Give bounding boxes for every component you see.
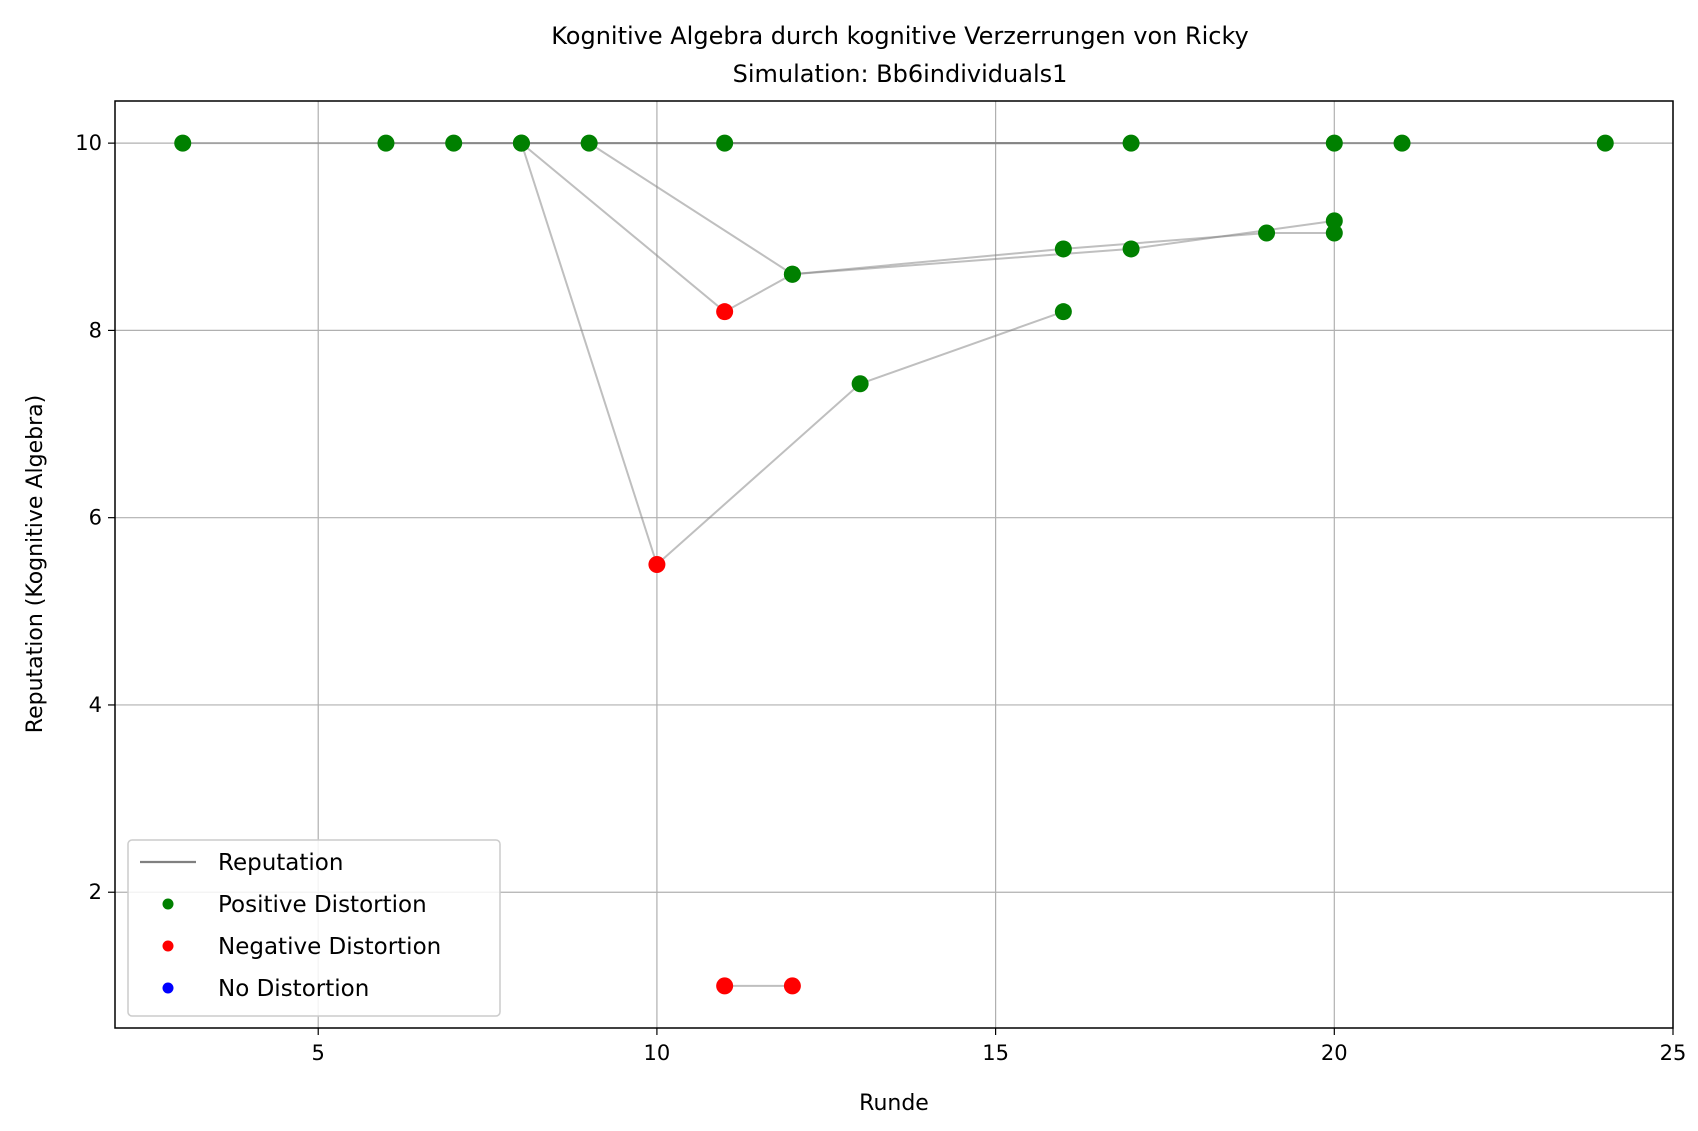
x-tick-label: 15 — [982, 1041, 1009, 1065]
y-tick-label: 10 — [75, 131, 102, 155]
data-point-positive — [1325, 134, 1343, 152]
reputation-line — [520, 142, 1064, 567]
legend-box — [127, 839, 501, 1017]
y-tick-label: 4 — [89, 693, 102, 717]
data-point-positive — [851, 375, 869, 393]
plot-frame — [114, 100, 1674, 1029]
legend: Reputation Positive Distortion Negative Di… — [127, 839, 501, 1017]
data-point-positive — [1122, 134, 1140, 152]
y-tick-label: 2 — [89, 880, 102, 904]
data-point-negative — [783, 977, 801, 995]
y-tick-label: 8 — [89, 318, 102, 342]
data-point-positive — [1596, 134, 1614, 152]
x-tick-label: 25 — [1660, 1041, 1687, 1065]
y-axis-ticks: 2 4 6 8 10 — [75, 131, 115, 904]
x-axis-ticks: 5 10 15 20 25 — [312, 1028, 1687, 1065]
x-axis-label: Runde — [859, 1091, 929, 1116]
chart-subtitle: Simulation: Bb6individuals1 — [733, 60, 1068, 88]
data-point-positive — [580, 134, 598, 152]
reputation-line — [588, 142, 1335, 276]
data-point-positive — [1258, 224, 1276, 242]
data-point-negative — [648, 556, 666, 573]
data-point-negative — [716, 303, 734, 321]
data-point-positive — [445, 134, 463, 152]
data-point-positive — [512, 134, 530, 152]
legend-label: Negative Distortion — [218, 934, 441, 960]
x-tick-label: 20 — [1321, 1041, 1348, 1065]
data-point-positive — [1325, 224, 1343, 242]
x-tick-label: 10 — [644, 1041, 671, 1065]
data-point-positive — [783, 265, 801, 283]
y-tick-label: 6 — [89, 506, 102, 530]
data-point-positive — [1122, 240, 1140, 258]
data-point-positive — [174, 134, 192, 152]
legend-label: Reputation — [218, 850, 343, 876]
legend-marker-swatch — [162, 982, 174, 994]
legend-marker-swatch — [162, 940, 174, 952]
data-points — [174, 134, 1614, 995]
data-point-positive — [1054, 240, 1072, 258]
data-point-positive — [1393, 134, 1411, 152]
data-point-positive — [1054, 303, 1072, 321]
reputation-line — [520, 142, 1335, 313]
legend-marker-swatch — [162, 898, 174, 910]
data-point-positive — [1325, 212, 1343, 230]
chart-title: Kognitive Algebra durch kognitive Verzer… — [551, 22, 1249, 50]
data-point-positive — [377, 134, 395, 152]
data-point-positive — [716, 134, 734, 152]
y-axis-label: Reputation (Kognitive Algebra) — [23, 395, 48, 733]
x-tick-label: 5 — [312, 1041, 325, 1065]
data-point-negative — [716, 977, 734, 995]
legend-label: Positive Distortion — [218, 892, 427, 918]
legend-label: No Distortion — [218, 976, 369, 1002]
